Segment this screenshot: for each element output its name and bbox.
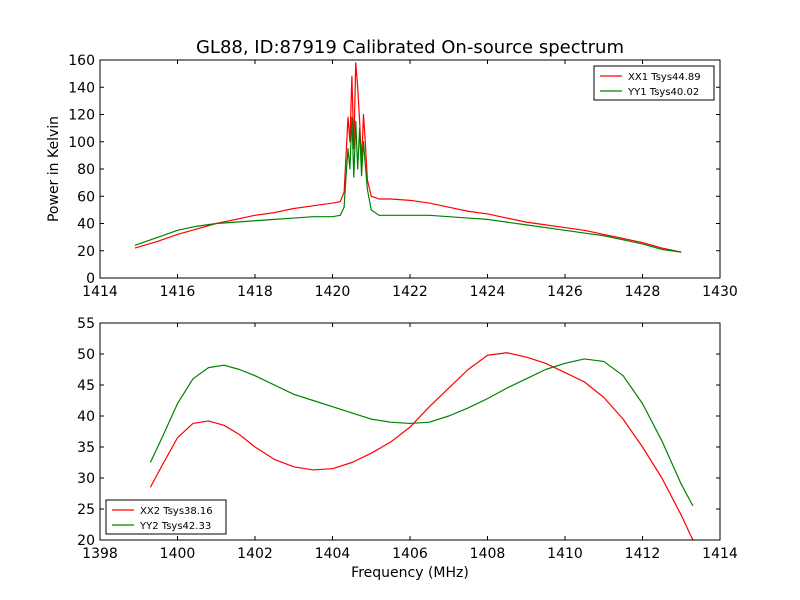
x-tick-label: 1410 <box>547 546 583 562</box>
x-tick-label: 1424 <box>470 284 506 300</box>
y-tick-label: 0 <box>86 271 95 287</box>
x-tick-label: 1420 <box>315 284 351 300</box>
legend-entry: YY1 Tsys40.02 <box>627 87 699 98</box>
x-tick-label: 1418 <box>237 284 273 300</box>
x-tick-label: 1426 <box>547 284 583 300</box>
y-tick-label: 40 <box>77 409 95 425</box>
x-tick-label: 1414 <box>702 546 738 562</box>
legend: XX1 Tsys44.89 YY1 Tsys40.02 <box>593 65 715 101</box>
y-tick-label: 30 <box>77 471 95 487</box>
series-line-2-2 <box>149 358 694 507</box>
x-tick-label: 1416 <box>160 284 196 300</box>
legend-box <box>593 65 715 101</box>
legend-entry: XX2 Tsys38.16 <box>140 506 213 517</box>
y-tick-label: 50 <box>77 347 95 363</box>
y-tick-label: 20 <box>77 533 95 549</box>
x-tick-label: 1422 <box>392 284 428 300</box>
x-tick-label: 1398 <box>82 546 118 562</box>
x-tick-label: 1408 <box>470 546 506 562</box>
y-tick-label: 120 <box>68 108 95 124</box>
y-tick-label: 25 <box>77 502 95 518</box>
legend: XX2 Tsys38.16 YY2 Tsys42.33 <box>105 499 227 535</box>
y-tick-label: 160 <box>68 53 95 69</box>
y-axis-label: Power in Kelvin <box>46 116 62 222</box>
x-tick-label: 1414 <box>82 284 118 300</box>
x-tick-label: 1402 <box>237 546 273 562</box>
top-plot: 1414 1416 1418 1420 1422 1424 1426 1428 1430 0 20 4… <box>46 53 738 300</box>
legend-box <box>105 499 227 535</box>
legend-entry: YY2 Tsys42.33 <box>139 521 211 532</box>
x-tick-label: 1404 <box>315 546 351 562</box>
x-tick-label: 1406 <box>392 546 428 562</box>
x-tick-label: 1430 <box>702 284 738 300</box>
y-tick-label: 20 <box>77 244 95 260</box>
bottom-plot: 1398 1400 1402 1404 1406 1408 1410 1412 1414 20 25… <box>77 316 738 581</box>
y-tick-label: 35 <box>77 440 95 456</box>
x-tick-label: 1400 <box>160 546 196 562</box>
x-tick-label: 1412 <box>625 546 661 562</box>
y-tick-label: 55 <box>77 316 95 332</box>
y-tick-label: 80 <box>77 162 95 178</box>
chart-title: GL88, ID:87919 Calibrated On-source spec… <box>196 37 624 58</box>
y-tick-label: 100 <box>68 135 95 151</box>
y-tick-label: 45 <box>77 378 95 394</box>
x-tick-label: 1428 <box>625 284 661 300</box>
y-tick-label: 140 <box>68 80 95 96</box>
x-axis-label: Frequency (MHz) <box>351 565 469 581</box>
legend-entry: XX1 Tsys44.89 <box>628 72 701 83</box>
y-tick-label: 40 <box>77 217 95 233</box>
series-line-1-2 <box>134 116 682 253</box>
y-tick-label: 60 <box>77 189 95 205</box>
series-line-2-1 <box>149 352 694 541</box>
